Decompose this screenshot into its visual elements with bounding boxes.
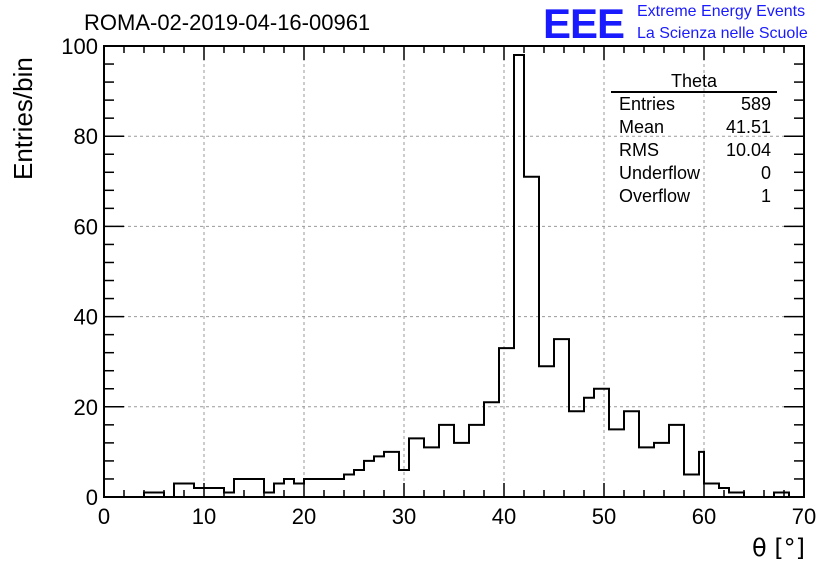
stats-value: 10.04 (725, 140, 771, 160)
y-tick-label: 60 (74, 214, 98, 239)
x-axis-label: θ [°] (752, 534, 806, 562)
stats-label: Mean (619, 117, 665, 137)
y-axis-label: Entries/bin (8, 57, 38, 180)
stats-label: Overflow (619, 186, 691, 206)
plot-frame (103, 45, 805, 498)
stats-value: 0 (760, 163, 771, 183)
logo-line-1: Extreme Energy Events (637, 3, 806, 20)
stats-title: Theta (611, 70, 777, 93)
x-tick-label: 20 (292, 504, 316, 529)
stats-box: Theta Entries 589 Mean 41.51 RMS 10.04 U… (611, 70, 777, 208)
stats-row-underflow: Underflow 0 (611, 162, 777, 185)
x-tick-label: 60 (692, 504, 716, 529)
y-tick-label: 80 (74, 124, 98, 149)
y-tick-label: 0 (86, 485, 98, 510)
x-tick-label: 10 (192, 504, 216, 529)
x-tick-label: 30 (392, 504, 416, 529)
stats-label: RMS (619, 140, 659, 160)
stats-value: 41.51 (725, 117, 771, 137)
histogram-line (104, 54, 804, 498)
eee-logo: EEE (543, 0, 625, 47)
stats-value: 589 (740, 94, 771, 114)
y-tick-label: 20 (74, 395, 98, 420)
stats-label: Entries (619, 94, 676, 114)
x-axis-ticks: 0 10 20 30 40 50 60 70 (98, 46, 816, 529)
stats-row-entries: Entries 589 (611, 93, 777, 116)
x-tick-label: 70 (792, 504, 816, 529)
x-tick-label: 40 (492, 504, 516, 529)
stats-row-overflow: Overflow 1 (611, 185, 777, 208)
stats-row-rms: RMS 10.04 (611, 139, 777, 162)
stats-value: 1 (760, 186, 771, 206)
stats-label: Underflow (619, 163, 701, 183)
y-axis-ticks: 0 20 40 60 80 100 (61, 34, 804, 510)
logo-line-2: La Scienza nelle Scuole (637, 25, 808, 42)
y-tick-label: 40 (74, 305, 98, 330)
stats-row-mean: Mean 41.51 (611, 116, 777, 139)
y-tick-label: 100 (61, 34, 98, 59)
run-title: ROMA-02-2019-04-16-00961 (84, 10, 371, 35)
x-tick-label: 0 (98, 504, 110, 529)
x-tick-label: 50 (592, 504, 616, 529)
